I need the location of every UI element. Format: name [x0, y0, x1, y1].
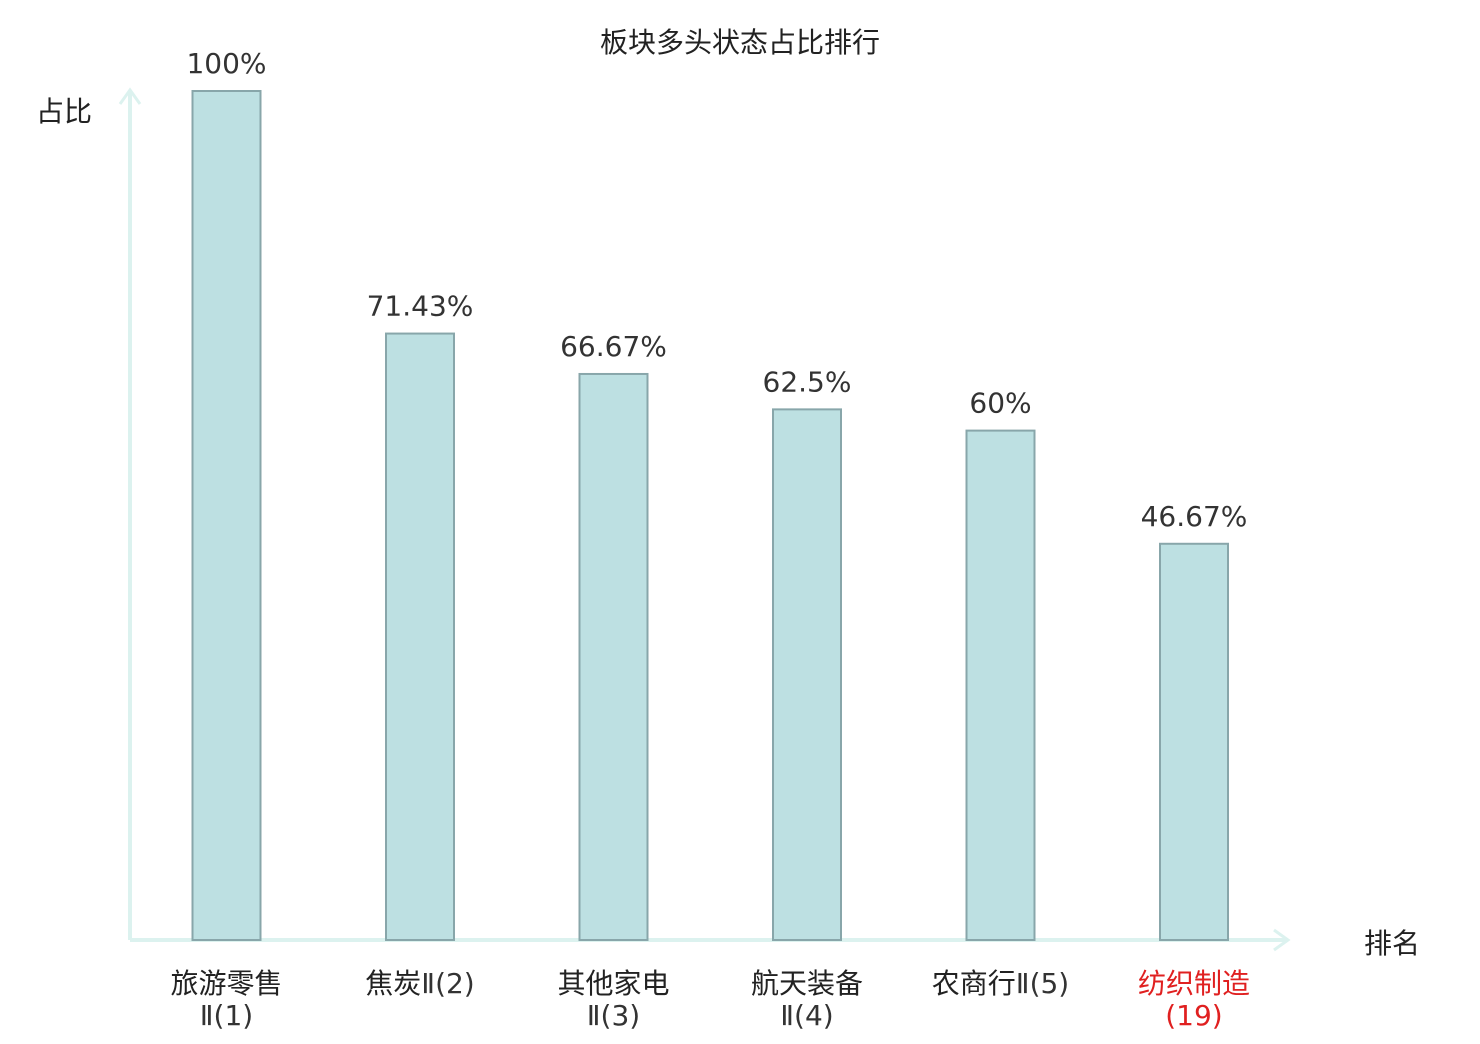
bar-value-label: 66.67%	[560, 330, 667, 363]
category-rank-label: Ⅱ(4)	[780, 999, 833, 1032]
axes	[118, 87, 1291, 952]
category-rank: Ⅱ(5)	[1016, 967, 1069, 1000]
x-axis-label: 排名	[1364, 927, 1420, 960]
bars-group	[191, 90, 1229, 942]
category-label: 旅游零售	[170, 967, 282, 1000]
category-label: 焦炭Ⅱ(2)	[365, 967, 474, 1000]
bar-value-label: 62.5%	[763, 365, 852, 398]
category-label: 纺织制造	[1138, 967, 1250, 1000]
bar	[191, 90, 262, 941]
value-labels-group: 100% 71.43% 66.67% 62.5% 60% 46.67%	[186, 47, 1247, 533]
category-rank-label: (19)	[1165, 999, 1222, 1032]
bar-value-label: 71.43%	[367, 290, 474, 323]
category-label: 农商行Ⅱ(5)	[932, 967, 1069, 1000]
bar	[578, 372, 649, 942]
y-axis-arrow-icon	[118, 87, 142, 105]
category-rank-label: Ⅱ(1)	[200, 999, 253, 1032]
category-rank-label: Ⅱ(3)	[587, 999, 640, 1032]
category-label: 航天装备	[751, 967, 863, 1000]
category-name: 农商行	[932, 967, 1016, 1000]
bar	[772, 408, 842, 941]
category-name: 焦炭	[365, 967, 421, 1000]
y-axis-label: 占比	[36, 95, 92, 128]
bar	[1159, 542, 1229, 942]
category-label: 其他家电	[557, 967, 669, 1000]
bar-value-label: 60%	[969, 387, 1031, 420]
bar-value-label: 100%	[186, 47, 266, 80]
chart-title: 板块多头状态占比排行	[600, 26, 880, 59]
bar	[385, 332, 455, 941]
bar	[965, 429, 1036, 941]
bar-value-label: 46.67%	[1141, 500, 1248, 533]
category-rank: Ⅱ(2)	[421, 967, 474, 1000]
x-axis-arrow-icon	[1273, 928, 1291, 952]
